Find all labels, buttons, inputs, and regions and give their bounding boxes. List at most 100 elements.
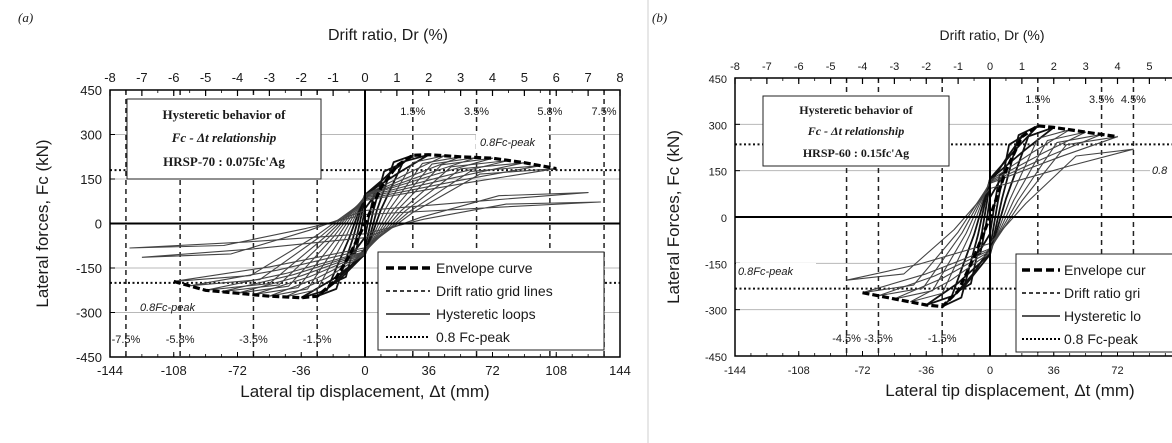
panel-a-y-tick-label: -150 xyxy=(76,261,102,276)
panel-a-labels: -144 -108 -72 -36 0 36 72 108 144-450-300-150015… xyxy=(33,70,631,401)
panel-a-top-tick-label: -5 xyxy=(200,70,212,85)
panel-b-labels: -144 -108 -72 -36 0 36 72-450-300-150015030045… xyxy=(664,61,1152,400)
panel-b-drift-label-top: 4.5% xyxy=(1121,94,1146,106)
panel-a-top-tick-label: 5 xyxy=(521,70,528,85)
panel-a-top-tick-label: 4 xyxy=(489,70,496,85)
panel-a-y-tick-label: -450 xyxy=(76,350,102,365)
panel-a-y-tick-label: -300 xyxy=(76,306,102,321)
panel-b-drift-label-bottom: -1.5% xyxy=(928,333,957,345)
panel-b-top-axis-title: Drift ratio, Dr (%) xyxy=(940,27,1045,43)
panel-b-top-tick-label: -5 xyxy=(826,61,836,73)
panel-a-drift-label-bottom: -7.5% xyxy=(112,334,141,346)
panel-a-hysteretic-loop xyxy=(237,157,494,294)
panel-b-x-tick-label: -108 xyxy=(788,365,810,377)
panel-b-top-tick-label: 2 xyxy=(1051,61,1057,73)
panel-a-top-tick-label: -3 xyxy=(264,70,276,85)
panel-b-peak-label-pos: 0.8 xyxy=(1152,165,1168,177)
panel-b-top-tick-label: -6 xyxy=(794,61,804,73)
panel-b-y-tick-label: 150 xyxy=(709,167,727,179)
panel-b-legend-peak: 0.8 Fc-peak xyxy=(1064,331,1139,347)
panel-a-hysteretic-loop xyxy=(316,154,414,298)
panel-b-top-tick-label: -3 xyxy=(889,61,899,73)
panel-b-legend-loops: Hysteretic lo xyxy=(1064,308,1141,324)
panel-b: (b) Drift ratio, Dr (%) -144 -108 -72 -36 0 3… xyxy=(652,10,1172,400)
panel-a-legend-drift: Drift ratio grid lines xyxy=(436,283,553,299)
panel-a-drift-label-bottom: -3.5% xyxy=(239,334,268,346)
panel-a-drift-label-top: 3.5% xyxy=(464,106,489,118)
panel-b-top-tick-label: 1 xyxy=(1019,61,1025,73)
panel-b-top-tick-label: 0 xyxy=(987,61,993,73)
panel-a-x-tick-label: 72 xyxy=(485,363,499,378)
panel-b-top-tick-label: -8 xyxy=(730,61,740,73)
panel-b-annotation-line-3: HRSP-60 : 0.15fc'Ag xyxy=(803,146,909,160)
panel-b-y-tick-label: -450 xyxy=(705,352,727,364)
panel-b-hysteretic-loop xyxy=(846,148,1134,281)
panel-a-top-tick-label: 8 xyxy=(616,70,623,85)
panel-a-top-tick-label: -2 xyxy=(295,70,307,85)
panel-b-annotation-box xyxy=(762,95,950,167)
panel-a-top-tick-label: 7 xyxy=(585,70,592,85)
panel-b-drift-label-top: 3.5% xyxy=(1089,94,1114,106)
panel-b-top-tick-label: -1 xyxy=(953,61,963,73)
panel-a-drift-label-top: 7.5% xyxy=(592,106,617,118)
panel-a-top-tick-label: -4 xyxy=(232,70,244,85)
panel-b-legend-envelope: Envelope cur xyxy=(1064,262,1146,278)
panel-b-top-tick-label: -4 xyxy=(858,61,868,73)
panel-b-x-axis-title: Lateral tip displacement, Δt (mm) xyxy=(885,381,1134,400)
panel-b-x-tick-label: 72 xyxy=(1111,365,1123,377)
panel-a-top-tick-label: 1 xyxy=(393,70,400,85)
panel-a-y-axis-title: Lateral forces, Fc (kN) xyxy=(33,139,52,307)
panel-a-top-tick-label: 2 xyxy=(425,70,432,85)
panel-a-x-tick-label: -108 xyxy=(161,363,187,378)
panel-a-y-tick-label: 450 xyxy=(80,83,102,98)
panel-b-top-tick-label: 5 xyxy=(1146,61,1152,73)
panel-a-x-tick-label: 36 xyxy=(422,363,436,378)
panel-a-top-tick-label: -1 xyxy=(327,70,339,85)
panel-a-drift-label-bottom: -1.5% xyxy=(303,334,332,346)
panel-a-hysteretic-loop xyxy=(141,192,589,258)
panel-b-hysteretic-loop xyxy=(894,131,1087,300)
panel-b-top-tick-label: -7 xyxy=(762,61,772,73)
panel-a-x-tick-label: 108 xyxy=(545,363,567,378)
panel-b-label: (b) xyxy=(652,10,667,25)
panel-b-legend-drift: Drift ratio gri xyxy=(1064,285,1140,301)
panel-a-label: (a) xyxy=(18,10,33,25)
panel-b-top-tick-label: -2 xyxy=(921,61,931,73)
panel-a-x-tick-label: -144 xyxy=(97,363,123,378)
panel-a-top-tick-label: -8 xyxy=(104,70,116,85)
panel-b-x-tick-label: -72 xyxy=(855,365,871,377)
panel-a-legend-envelope: Envelope curve xyxy=(436,260,533,276)
panel-a-annotation-line-1: Hysteretic behavior of xyxy=(163,107,287,122)
panel-a-drift-label-bottom: -5.8% xyxy=(166,334,195,346)
panel-b-x-tick-label: 36 xyxy=(1048,365,1060,377)
panel-b-drift-label-bottom: -4.5% xyxy=(832,333,861,345)
panel-a-top-tick-label: -6 xyxy=(168,70,180,85)
panel-a-annotation-box xyxy=(126,98,322,180)
panel-b-top-tick-label: 4 xyxy=(1114,61,1120,73)
panel-a-annotation-line-3: HRSP-70 : 0.075fc'Ag xyxy=(163,154,285,169)
panel-b-y-tick-label: 300 xyxy=(709,120,727,132)
panel-a-hysteretic-loop xyxy=(129,201,602,249)
panel-a-y-tick-label: 150 xyxy=(80,172,102,187)
panel-b-y-axis-title: Lateral Forces, Fc (kN) xyxy=(664,130,683,304)
panel-a-top-tick-label: 3 xyxy=(457,70,464,85)
panel-b-top-tick-label: 3 xyxy=(1083,61,1089,73)
panel-a-y-tick-label: 300 xyxy=(80,128,102,143)
panel-a-x-tick-label: 0 xyxy=(361,363,368,378)
panel-a-x-tick-label: 144 xyxy=(609,363,631,378)
panel-b-annotation-line-2: Fc - Δt relationship xyxy=(807,124,905,138)
panel-b-x-tick-label: -36 xyxy=(918,365,934,377)
panel-a-top-tick-label: -7 xyxy=(136,70,148,85)
panel-b-y-tick-label: -150 xyxy=(705,259,727,271)
panel-a-x-axis-title: Lateral tip displacement, Δt (mm) xyxy=(240,382,489,401)
panel-a-peak-label-neg: 0.8Fc-peak xyxy=(140,302,196,314)
panel-b-peak-label-bg xyxy=(736,263,816,279)
panel-b-peak-label-neg: 0.8Fc-peak xyxy=(738,266,794,278)
panel-b-x-tick-label: -144 xyxy=(724,365,746,377)
panel-b-drift-label-bottom: -3.5% xyxy=(864,333,893,345)
panel-b-y-tick-label: 0 xyxy=(721,213,727,225)
panel-a-peak-label-bg xyxy=(476,134,548,150)
panel-a-legend-loops: Hysteretic loops xyxy=(436,306,536,322)
panel-a-annotation-line-2: Fc - Δt relationship xyxy=(171,130,277,145)
